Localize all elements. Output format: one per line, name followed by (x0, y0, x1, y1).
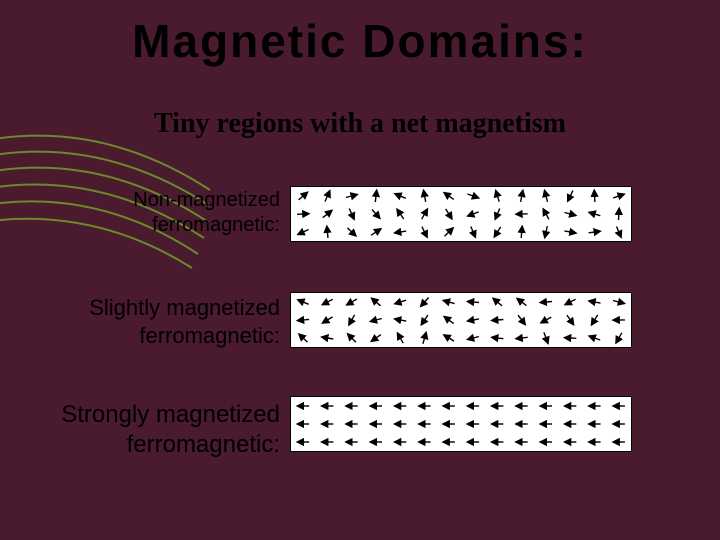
row-label-line1: Non-magnetized (133, 189, 280, 211)
domain-row-0: Non-magnetized ferromagnetic: (0, 182, 720, 252)
domain-row-2: Strongly magnetized ferromagnetic: (0, 392, 720, 462)
row-label-line1: Slightly magnetized (89, 295, 280, 320)
domain-row-1: Slightly magnetized ferromagnetic: (0, 288, 720, 358)
row-label-line2: ferromagnetic: (127, 431, 280, 458)
row-label-2: Strongly magnetized ferromagnetic: (0, 400, 280, 460)
row-label-1: Slightly magnetized ferromagnetic: (0, 294, 280, 349)
page-title: Magnetic Domains: (0, 14, 720, 68)
row-label-line1: Strongly magnetized (61, 401, 280, 428)
page-subtitle: Tiny regions with a net magnetism (0, 108, 720, 140)
row-label-0: Non-magnetized ferromagnetic: (0, 188, 280, 238)
row-label-line2: ferromagnetic: (152, 214, 280, 236)
row-label-line2: ferromagnetic: (139, 323, 280, 348)
arrow-box-aligned (290, 396, 632, 452)
arrow-box-partial (290, 292, 632, 348)
arrow-box-random (290, 186, 632, 242)
